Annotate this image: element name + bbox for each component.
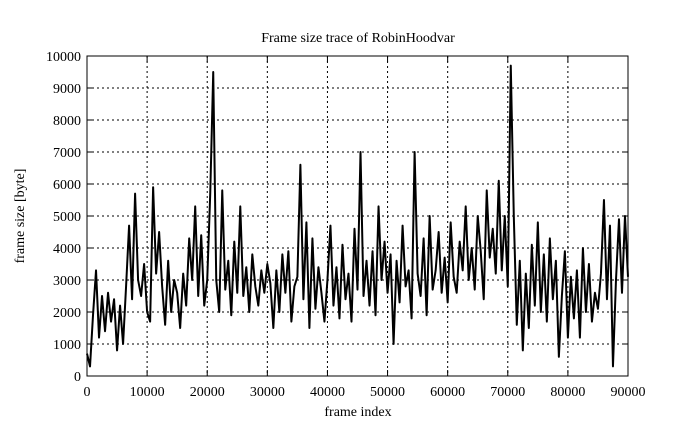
y-tick-label: 2000 (53, 306, 81, 321)
y-tick-label: 4000 (53, 242, 81, 257)
x-tick-label: 90000 (611, 385, 646, 400)
x-tick-label: 10000 (130, 385, 165, 400)
x-tick-label: 30000 (250, 385, 285, 400)
y-tick-label: 10000 (46, 50, 81, 65)
y-tick-label: 3000 (53, 274, 81, 289)
y-tick-label: 7000 (53, 146, 81, 161)
x-tick-label: 0 (84, 385, 91, 400)
y-tick-label: 6000 (53, 178, 81, 193)
x-tick-label: 70000 (490, 385, 525, 400)
x-tick-label: 50000 (370, 385, 405, 400)
x-tick-label: 20000 (190, 385, 225, 400)
y-tick-label: 8000 (53, 114, 81, 129)
x-axis-label: frame index (324, 405, 391, 420)
y-tick-label: 1000 (53, 338, 81, 353)
y-axis-label: frame size [byte] (13, 169, 28, 264)
y-tick-label: 9000 (53, 82, 81, 97)
x-tick-label: 60000 (430, 385, 465, 400)
y-tick-label: 5000 (53, 210, 81, 225)
plot-frame (86, 55, 629, 377)
x-tick-label: 40000 (310, 385, 345, 400)
chart-title: Frame size trace of RobinHoodvar (261, 31, 455, 46)
y-tick-label: 0 (74, 370, 81, 385)
data-line (86, 64, 629, 368)
x-tick-label: 80000 (550, 385, 585, 400)
